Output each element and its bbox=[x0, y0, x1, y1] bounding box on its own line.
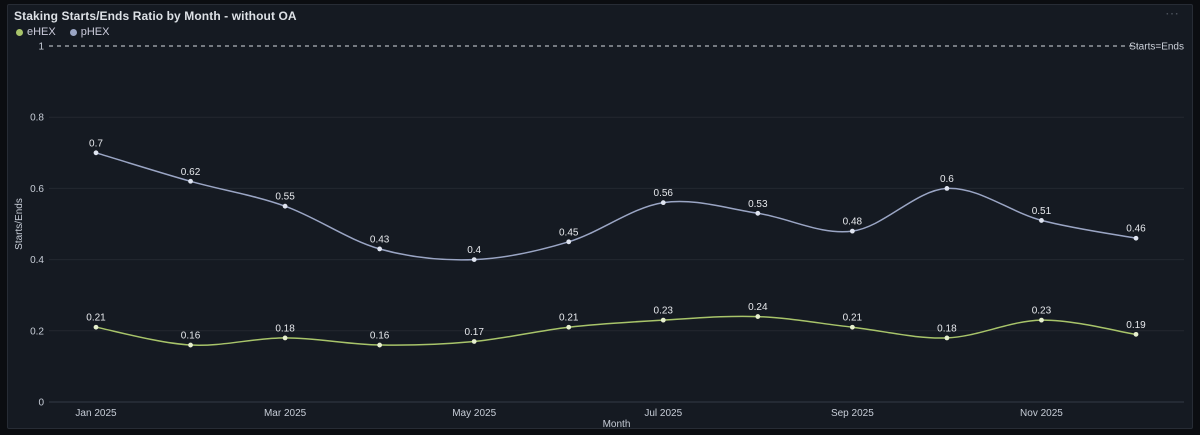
data-point-pHEX[interactable] bbox=[660, 200, 666, 206]
data-point-pHEX[interactable] bbox=[471, 257, 477, 262]
data-point-eHEX[interactable] bbox=[188, 342, 193, 348]
data-point-pHEX[interactable] bbox=[1133, 235, 1139, 241]
x-axis-title: Month bbox=[603, 419, 631, 430]
value-label: 0.21 bbox=[843, 313, 863, 324]
x-tick-label: Nov 2025 bbox=[1020, 408, 1063, 419]
value-label: 0.21 bbox=[86, 313, 106, 324]
chart-svg: 0 0.2 0.4 0.6 0.8 1 Starts=Ends Jan 2025 Mar 202… bbox=[14, 42, 1184, 430]
value-label: 0.62 bbox=[181, 167, 201, 178]
value-label: 0.18 bbox=[937, 323, 957, 334]
y-tick-label: 0.2 bbox=[30, 326, 44, 337]
threshold-label: Starts=Ends bbox=[1129, 42, 1184, 53]
value-label: 0.4 bbox=[467, 245, 481, 256]
data-point-pHEX[interactable] bbox=[282, 203, 288, 209]
ehex-legend-dot-icon bbox=[16, 28, 23, 36]
data-point-eHEX[interactable] bbox=[660, 317, 666, 323]
value-label: 0.17 bbox=[464, 327, 484, 338]
data-point-pHEX[interactable] bbox=[1039, 218, 1044, 223]
value-label: 0.56 bbox=[654, 188, 674, 199]
y-tick-label: 0.8 bbox=[30, 113, 44, 124]
data-point-pHEX[interactable] bbox=[188, 178, 193, 184]
data-point-eHEX[interactable] bbox=[93, 324, 99, 330]
data-point-eHEX[interactable] bbox=[755, 314, 761, 319]
legend-label: eHEX bbox=[27, 26, 56, 38]
data-point-eHEX[interactable] bbox=[566, 324, 572, 330]
value-label: 0.48 bbox=[843, 217, 863, 228]
value-label: 0.55 bbox=[275, 192, 295, 203]
value-label: 0.24 bbox=[748, 302, 768, 313]
y-tick-label: 0.4 bbox=[30, 255, 44, 266]
data-point-eHEX[interactable] bbox=[282, 335, 288, 341]
value-label: 0.19 bbox=[1126, 320, 1146, 331]
x-tick-label: Jul 2025 bbox=[644, 408, 682, 419]
series-line-eHEX bbox=[95, 315, 1137, 346]
data-point-eHEX[interactable] bbox=[377, 342, 383, 348]
value-label: 0.16 bbox=[181, 331, 201, 342]
value-label: 0.16 bbox=[370, 331, 390, 342]
value-label: 0.23 bbox=[1032, 306, 1052, 317]
series-line-pHEX bbox=[95, 152, 1137, 261]
data-point-eHEX[interactable] bbox=[1039, 317, 1044, 323]
value-label: 0.43 bbox=[370, 234, 390, 245]
data-point-eHEX[interactable] bbox=[1133, 331, 1139, 337]
x-tick-label: May 2025 bbox=[452, 408, 496, 419]
data-point-pHEX[interactable] bbox=[93, 150, 99, 156]
value-label: 0.51 bbox=[1032, 206, 1052, 217]
data-point-eHEX[interactable] bbox=[944, 335, 950, 341]
data-point-pHEX[interactable] bbox=[755, 210, 761, 216]
y-tick-label: 1 bbox=[38, 42, 44, 53]
data-point-pHEX[interactable] bbox=[377, 246, 383, 252]
value-label: 0.18 bbox=[275, 323, 295, 334]
value-label: 0.23 bbox=[654, 306, 674, 317]
x-tick-label: Mar 2025 bbox=[264, 408, 307, 419]
data-point-eHEX[interactable] bbox=[471, 339, 477, 344]
chart-legend: eHEX pHEX bbox=[16, 26, 110, 38]
phex-legend-dot-icon bbox=[69, 28, 77, 36]
panel-menu-icon[interactable]: ⋯ bbox=[1165, 5, 1180, 21]
line-chart: 0 0.2 0.4 0.6 0.8 1 Starts=Ends Jan 2025 Mar 202… bbox=[8, 5, 1192, 430]
data-point-pHEX[interactable] bbox=[944, 186, 950, 191]
y-tick-label: 0.6 bbox=[30, 184, 44, 195]
data-point-eHEX[interactable] bbox=[849, 324, 855, 330]
value-label: 0.21 bbox=[559, 313, 579, 324]
value-label: 0.6 bbox=[940, 174, 954, 185]
data-point-pHEX[interactable] bbox=[566, 239, 572, 245]
y-axis-title: Starts/Ends bbox=[14, 198, 25, 250]
y-tick-label: 0 bbox=[38, 398, 44, 409]
value-label: 0.46 bbox=[1126, 224, 1146, 235]
value-label: 0.7 bbox=[89, 138, 103, 149]
panel-header: Staking Starts/Ends Ratio by Month - wit… bbox=[14, 5, 1186, 24]
panel-title[interactable]: Staking Starts/Ends Ratio by Month - wit… bbox=[14, 9, 297, 23]
x-tick-label: Sep 2025 bbox=[831, 408, 874, 419]
legend-item-phex[interactable]: pHEX bbox=[69, 26, 110, 38]
value-label: 0.45 bbox=[559, 227, 579, 238]
value-label: 0.53 bbox=[748, 199, 768, 210]
legend-label: pHEX bbox=[80, 26, 110, 38]
chart-panel: Staking Starts/Ends Ratio by Month - wit… bbox=[7, 4, 1193, 430]
legend-item-ehex[interactable]: eHEX bbox=[16, 26, 56, 38]
x-tick-label: Jan 2025 bbox=[75, 408, 117, 419]
data-point-pHEX[interactable] bbox=[849, 228, 855, 234]
